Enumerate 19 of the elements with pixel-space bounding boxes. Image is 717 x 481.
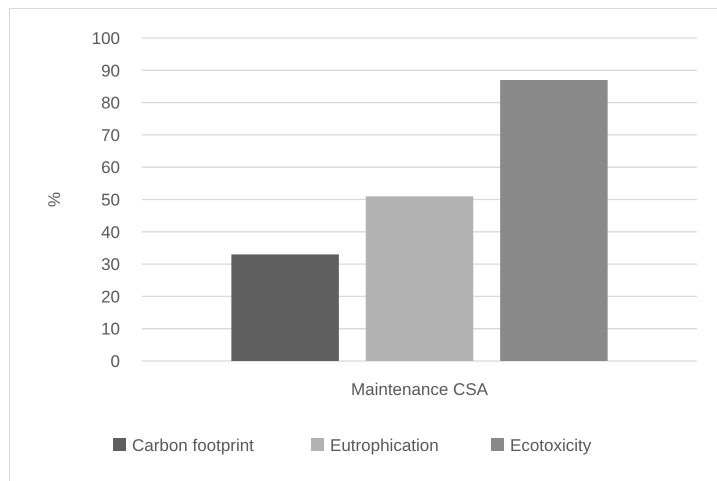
y-tick-label: 20 [101, 287, 120, 306]
x-tick-label: Maintenance CSA [350, 380, 489, 399]
legend-label: Ecotoxicity [510, 436, 592, 455]
y-tick-label: 50 [101, 190, 120, 210]
y-tick-label: 80 [101, 94, 120, 113]
y-tick-label: 100 [92, 28, 120, 48]
y-tick-label: 70 [101, 126, 120, 145]
bar [500, 80, 608, 361]
y-tick-label: 90 [101, 61, 120, 80]
y-tick-label: 10 [101, 320, 120, 339]
y-axis-title: % [45, 192, 64, 208]
legend-label: Eutrophication [330, 436, 439, 455]
legend-label: Carbon footprint [132, 436, 254, 455]
y-tick-label: 30 [101, 255, 120, 274]
y-tick-label: 0 [110, 352, 120, 371]
bar [231, 254, 339, 361]
y-tick-label: 60 [101, 158, 120, 178]
y-tick-label: 40 [101, 222, 120, 242]
bar [366, 196, 474, 361]
